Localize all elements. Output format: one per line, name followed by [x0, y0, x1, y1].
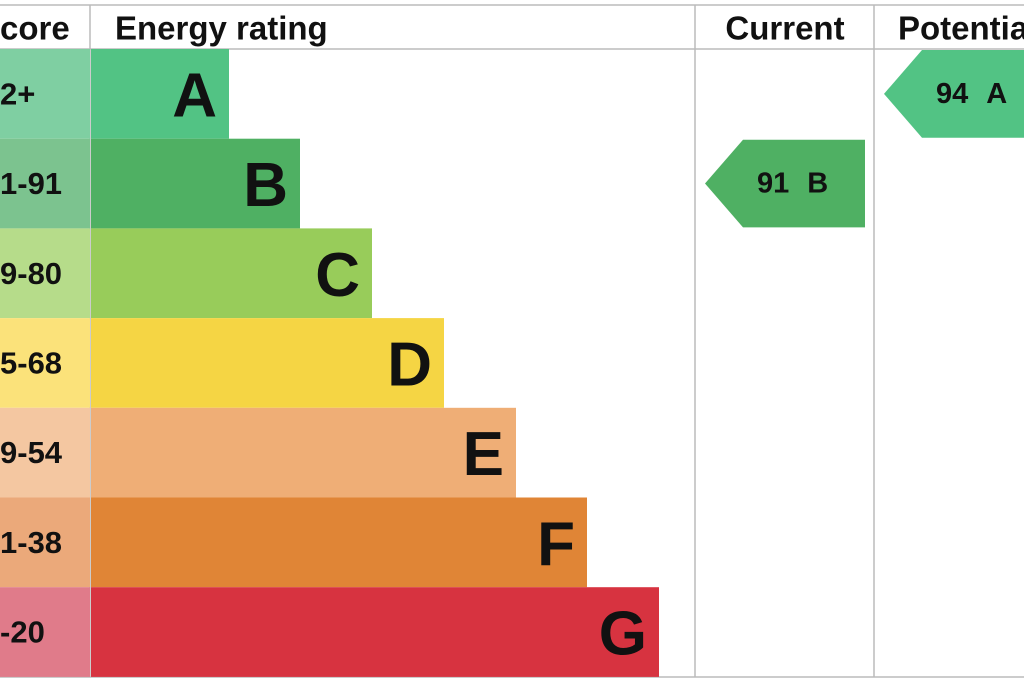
score-cell [0, 138, 90, 229]
potential-arrow [884, 50, 1024, 138]
score-cell [0, 318, 90, 408]
current-value: 91 [757, 168, 789, 200]
rating-letter: D [387, 330, 432, 399]
rating-letter: F [537, 510, 575, 579]
rating-bar [91, 318, 444, 408]
score-cell [0, 407, 90, 498]
rating-bar [91, 49, 229, 139]
score-label: 1-38 [0, 525, 62, 560]
score-label: 9-80 [0, 256, 62, 291]
rating-bar [91, 138, 300, 229]
potential-label: 94 A [936, 78, 1007, 110]
rating-letter: A [172, 61, 217, 130]
score-label: 5-68 [0, 345, 62, 380]
rating-bar [91, 497, 587, 588]
header-current: Current [725, 10, 844, 47]
potential-letter: A [986, 78, 1007, 110]
current-arrow [705, 139, 865, 228]
current-label: 91 B [757, 168, 828, 200]
score-cell [0, 497, 90, 588]
rating-letter: C [315, 241, 360, 310]
score-label: 2+ [0, 76, 35, 111]
rating-letter: B [243, 151, 288, 220]
rating-bar [91, 228, 372, 319]
score-cell [0, 587, 90, 677]
header-rating: Energy rating [115, 10, 328, 47]
score-cell [0, 49, 90, 139]
score-label: -20 [0, 615, 45, 650]
rating-letter: G [599, 600, 647, 669]
header-score: core [0, 10, 70, 47]
header-potential: Potentia [898, 10, 1024, 47]
score-label: 9-54 [0, 435, 63, 470]
rating-letter: E [463, 420, 504, 489]
rating-bar [91, 407, 516, 498]
current-letter: B [807, 168, 828, 200]
rating-bar [91, 587, 659, 677]
score-cell [0, 228, 90, 319]
score-label: 1-91 [0, 166, 62, 201]
potential-value: 94 [936, 78, 968, 110]
